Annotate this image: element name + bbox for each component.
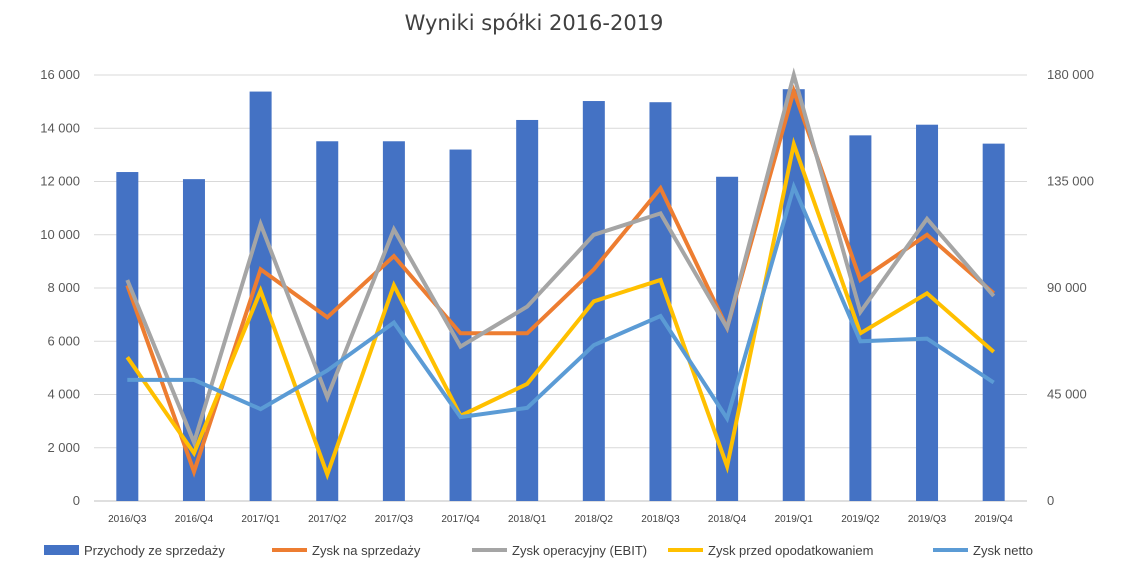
- category-label: 2017/Q3: [375, 514, 414, 525]
- category-label: 2016/Q3: [108, 514, 147, 525]
- bar: [516, 119, 539, 501]
- bar: [316, 141, 339, 501]
- bar: [849, 135, 872, 501]
- legend-swatch: [44, 545, 79, 555]
- right-tick-label: 0: [1047, 493, 1054, 508]
- series-line: [125, 67, 996, 449]
- right-tick-label: 90 000: [1047, 280, 1087, 295]
- left-tick-label: 2 000: [47, 440, 80, 455]
- category-label: 2018/Q2: [575, 514, 614, 525]
- left-tick-label: 14 000: [40, 120, 80, 135]
- category-label: 2019/Q2: [841, 514, 880, 525]
- category-label: 2018/Q3: [641, 514, 680, 525]
- left-axis: 0 2 000 4 000 6 000 8 000 10 000 12 000 14 000 1…: [40, 67, 80, 508]
- legend-label: Zysk netto: [973, 543, 1033, 558]
- legend-label: Zysk przed opodatkowaniem: [708, 543, 873, 558]
- bar: [982, 143, 1005, 501]
- legend-label: Zysk operacyjny (EBIT): [512, 543, 647, 558]
- category-label: 2017/Q2: [308, 514, 347, 525]
- category-label: 2017/Q1: [241, 514, 280, 525]
- bar: [116, 172, 139, 502]
- bar: [782, 89, 805, 501]
- category-label: 2016/Q4: [175, 514, 214, 525]
- x-axis: 2016/Q3 2016/Q4 2017/Q1 2017/Q2 2017/Q3 2017/…: [108, 514, 1013, 525]
- left-tick-label: 6 000: [47, 333, 80, 348]
- category-label: 2018/Q1: [508, 514, 547, 525]
- left-tick-label: 4 000: [47, 387, 80, 402]
- left-tick-label: 8 000: [47, 280, 80, 295]
- line-series: [125, 67, 996, 481]
- left-tick-label: 10 000: [40, 227, 80, 242]
- category-label: 2019/Q4: [974, 514, 1013, 525]
- bar: [916, 124, 939, 501]
- legend: Przychody ze sprzedaży Zysk na sprzedaży Z…: [44, 543, 1033, 558]
- right-tick-label: 135 000: [1047, 174, 1094, 189]
- right-axis: 0 45 000 90 000 135 000 180 000: [1047, 67, 1094, 508]
- gridlines: [94, 74, 1027, 502]
- chart-title: Wyniki spółki 2016-2019: [405, 11, 664, 35]
- left-tick-label: 16 000: [40, 67, 80, 82]
- series-line: [125, 84, 996, 478]
- category-label: 2019/Q3: [908, 514, 947, 525]
- left-tick-label: 0: [73, 493, 80, 508]
- category-label: 2019/Q1: [775, 514, 814, 525]
- legend-label: Przychody ze sprzedaży: [84, 543, 225, 558]
- right-tick-label: 180 000: [1047, 67, 1094, 82]
- category-label: 2018/Q4: [708, 514, 747, 525]
- left-tick-label: 12 000: [40, 174, 80, 189]
- series-line: [127, 180, 995, 424]
- legend-label: Zysk na sprzedaży: [312, 543, 421, 558]
- series-line: [125, 136, 996, 481]
- bar: [716, 176, 739, 501]
- right-tick-label: 45 000: [1047, 387, 1087, 402]
- category-label: 2017/Q4: [441, 514, 480, 525]
